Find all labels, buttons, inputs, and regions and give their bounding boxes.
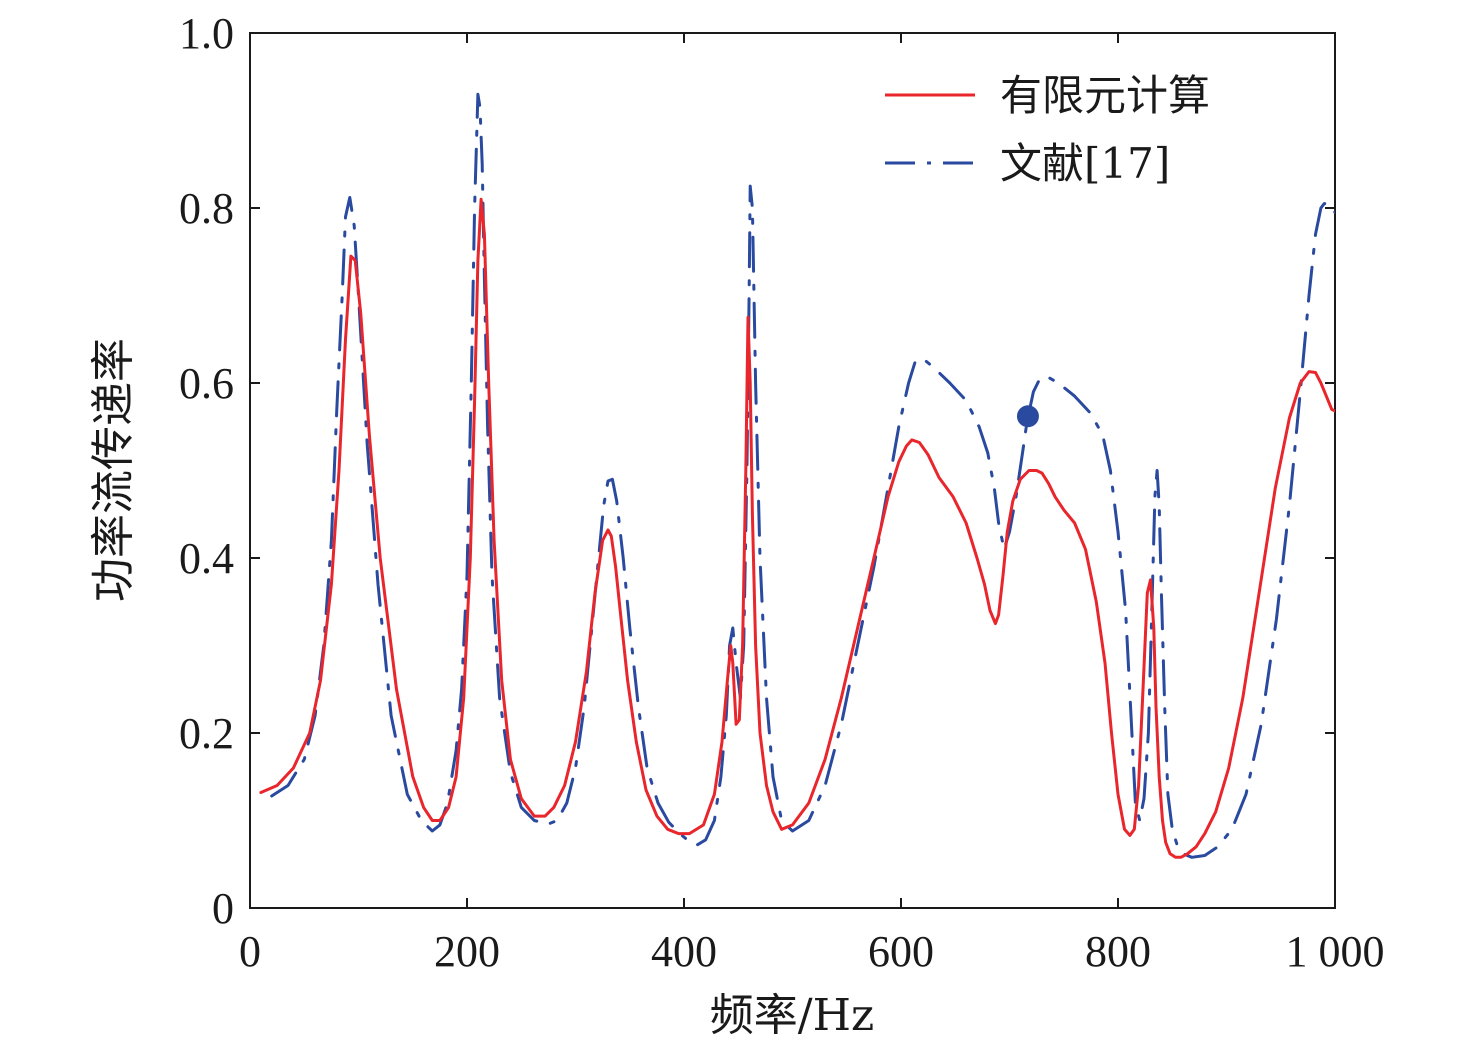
series-layer xyxy=(259,92,1335,859)
y-tick-label: 0.4 xyxy=(179,534,234,583)
x-tick-label: 200 xyxy=(434,927,500,976)
x-tick-label: 1 000 xyxy=(1286,927,1385,976)
x-tick-label: 800 xyxy=(1085,927,1151,976)
y-axis-ticks: 0 0.2 0.4 0.6 0.8 1.0 xyxy=(179,9,1335,933)
y-tick-label: 0.6 xyxy=(179,359,234,408)
x-tick-label: 400 xyxy=(651,927,717,976)
x-axis-ticks: 0 200 400 600 800 1 000 xyxy=(239,33,1385,976)
legend-label-fem: 有限元计算 xyxy=(1000,71,1210,120)
series-line-reference xyxy=(270,92,1335,859)
y-tick-label: 1.0 xyxy=(179,9,234,58)
y-tick-label: 0.8 xyxy=(179,184,234,233)
marker-layer xyxy=(1016,405,1039,428)
plot-frame xyxy=(249,32,1336,909)
data-point-marker xyxy=(1016,405,1039,428)
x-tick-label: 600 xyxy=(868,927,934,976)
x-tick-label: 0 xyxy=(239,927,261,976)
series-line-fem xyxy=(259,197,1335,859)
y-axis-title: 功率流传递率 xyxy=(88,338,139,602)
x-axis-title: 频率/Hz xyxy=(710,990,874,1041)
y-tick-label: 0 xyxy=(212,884,234,933)
y-tick-label: 0.2 xyxy=(179,709,234,758)
legend: 有限元计算 文献[17] xyxy=(885,71,1210,188)
legend-label-reference: 文献[17] xyxy=(1000,139,1170,188)
